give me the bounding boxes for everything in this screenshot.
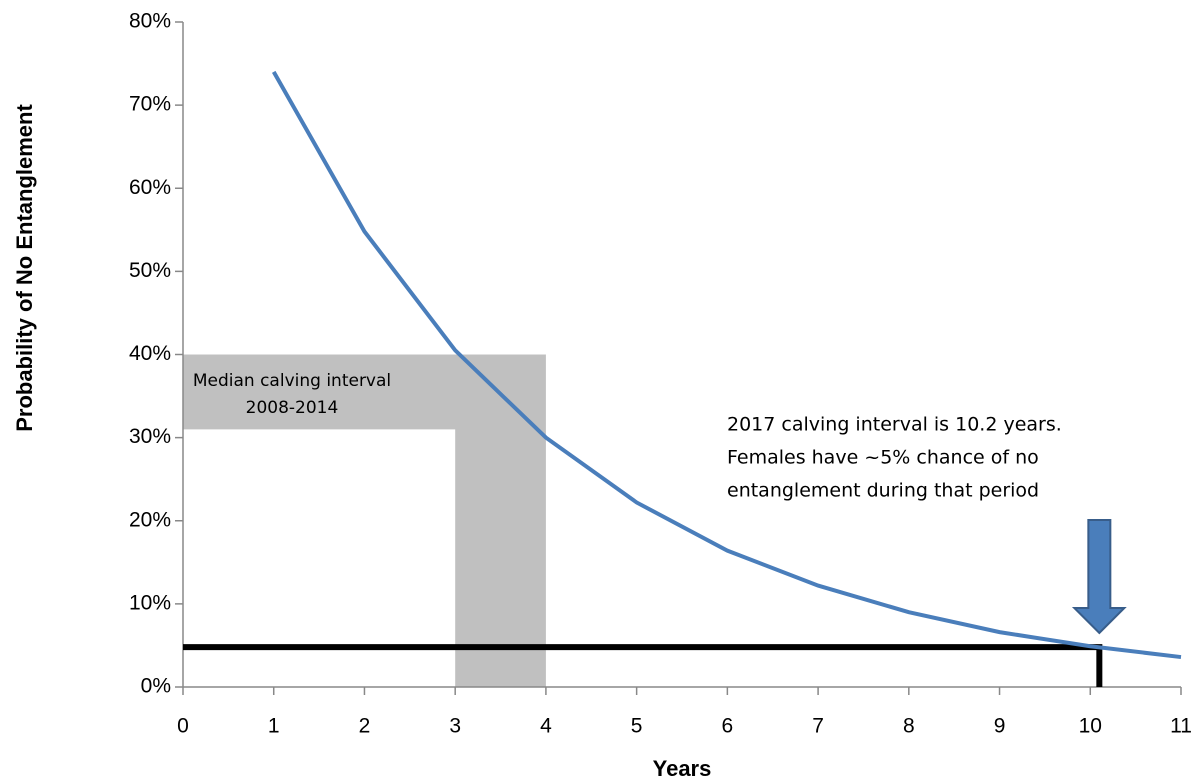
y-axis-title: Probability of No Entanglement: [12, 104, 37, 432]
annotation: Females have ~5% chance of no: [727, 447, 1039, 469]
x-tick-label: 1: [268, 715, 280, 738]
x-tick-label: 6: [722, 715, 734, 738]
x-axis-title: Years: [653, 756, 712, 781]
x-tick-label: 11: [1170, 715, 1192, 738]
reference-line: [183, 644, 1103, 687]
shaded-region: [183, 354, 546, 687]
annotation: Median calving interval: [193, 371, 391, 391]
x-tick-label: 2: [359, 715, 371, 738]
y-tick-label: 80%: [129, 10, 171, 33]
y-tick-label: 60%: [129, 176, 171, 199]
x-tick-label: 5: [631, 715, 643, 738]
annotation: 2017 calving interval is 10.2 years.: [727, 414, 1062, 436]
annotation: entanglement during that period: [727, 480, 1039, 502]
annotation: 2008-2014: [246, 398, 339, 418]
x-tick-label: 0: [177, 715, 189, 738]
y-tick-label: 20%: [129, 508, 171, 531]
y-tick-label: 70%: [129, 93, 171, 116]
arrow: [1071, 519, 1127, 635]
x-tick-label: 7: [812, 715, 824, 738]
x-tick-label: 4: [540, 715, 552, 738]
y-tick-label: 0%: [141, 675, 171, 698]
y-tick-label: 50%: [129, 259, 171, 282]
x-tick-label: 8: [903, 715, 915, 738]
y-tick-label: 10%: [129, 591, 171, 614]
y-tick-label: 40%: [129, 342, 171, 365]
x-tick-label: 3: [449, 715, 461, 738]
y-tick-label: 30%: [129, 425, 171, 448]
x-tick-label: 9: [994, 715, 1006, 738]
line-series: [271, 70, 1182, 660]
x-tick-label: 10: [1079, 715, 1102, 738]
